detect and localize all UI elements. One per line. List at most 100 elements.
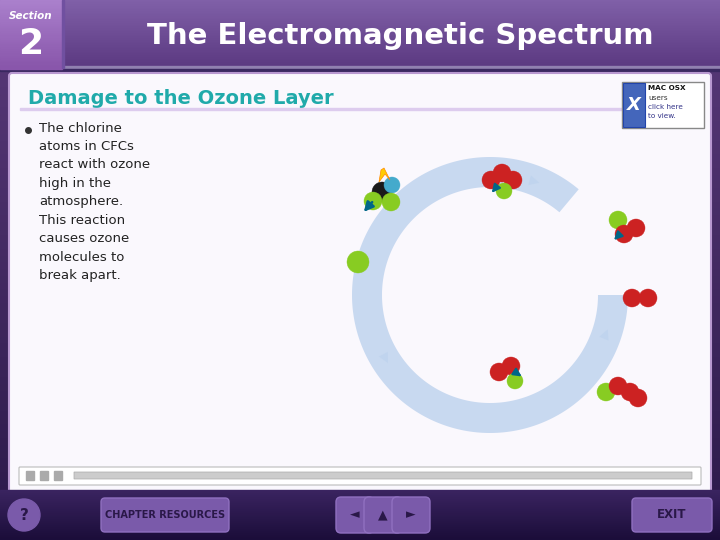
Bar: [0, 30, 62, 32]
Bar: [0, 45, 62, 48]
Bar: [0, 498, 720, 501]
Bar: [0, 61, 720, 63]
Text: ►: ►: [406, 509, 416, 522]
Bar: [0, 222, 720, 230]
Text: ?: ?: [19, 508, 28, 523]
Bar: [0, 291, 720, 298]
Bar: [0, 10, 720, 12]
Bar: [0, 108, 720, 115]
Bar: [0, 23, 62, 25]
Bar: [0, 7, 720, 9]
Bar: [0, 55, 62, 57]
Bar: [0, 526, 720, 529]
Text: molecules to: molecules to: [39, 251, 125, 264]
Circle shape: [382, 193, 400, 211]
Bar: [0, 128, 720, 136]
Bar: [0, 508, 720, 510]
Text: atmosphere.: atmosphere.: [39, 195, 123, 208]
Bar: [0, 15, 720, 17]
Bar: [0, 263, 720, 271]
Circle shape: [8, 499, 40, 531]
FancyBboxPatch shape: [19, 467, 701, 485]
Bar: [0, 66, 720, 69]
Bar: [62, 0, 64, 68]
Circle shape: [597, 383, 615, 401]
FancyBboxPatch shape: [364, 497, 402, 533]
Bar: [0, 496, 720, 498]
Bar: [0, 411, 720, 419]
Circle shape: [621, 383, 639, 401]
Bar: [0, 54, 720, 61]
Bar: [0, 68, 720, 75]
Bar: [0, 338, 720, 345]
Text: react with ozone: react with ozone: [39, 159, 150, 172]
Circle shape: [347, 251, 369, 273]
Text: This reaction: This reaction: [39, 214, 125, 227]
Bar: [0, 446, 720, 453]
Bar: [0, 432, 720, 439]
Bar: [0, 38, 62, 41]
Text: ◄: ◄: [350, 509, 360, 522]
Text: atoms in CFCs: atoms in CFCs: [39, 140, 134, 153]
Bar: [20, 108, 700, 110]
Bar: [0, 55, 720, 57]
Circle shape: [609, 377, 627, 395]
Bar: [0, 520, 720, 523]
Bar: [0, 39, 720, 41]
Bar: [0, 37, 720, 39]
Bar: [0, 50, 62, 52]
Bar: [0, 536, 720, 538]
Bar: [0, 516, 720, 518]
Text: click here: click here: [648, 104, 683, 110]
Bar: [0, 209, 720, 217]
Bar: [0, 141, 720, 149]
Bar: [0, 17, 720, 19]
Bar: [0, 59, 720, 62]
Circle shape: [493, 164, 511, 182]
Text: Section: Section: [9, 11, 53, 21]
Bar: [0, 69, 720, 71]
Bar: [0, 9, 62, 12]
Circle shape: [490, 363, 508, 381]
Bar: [0, 60, 720, 68]
Text: causes ozone: causes ozone: [39, 233, 130, 246]
Bar: [0, 237, 720, 244]
Bar: [0, 87, 720, 95]
Bar: [0, 270, 720, 277]
FancyBboxPatch shape: [632, 498, 712, 532]
Bar: [0, 351, 720, 358]
Bar: [0, 56, 720, 58]
Bar: [0, 494, 720, 496]
FancyBboxPatch shape: [101, 498, 229, 532]
Bar: [0, 528, 720, 530]
Bar: [0, 514, 720, 516]
Bar: [0, 378, 720, 385]
Bar: [0, 63, 720, 65]
Bar: [0, 46, 720, 48]
Bar: [0, 502, 720, 504]
Bar: [0, 6, 720, 14]
Bar: [0, 94, 720, 102]
FancyBboxPatch shape: [622, 82, 704, 128]
Bar: [0, 453, 720, 460]
Bar: [0, 22, 720, 24]
Bar: [40, 471, 48, 480]
Bar: [0, 256, 720, 264]
Bar: [0, 202, 720, 210]
Bar: [0, 40, 720, 48]
Bar: [0, 36, 62, 39]
Circle shape: [504, 171, 522, 189]
Bar: [0, 507, 720, 514]
Bar: [0, 36, 720, 38]
Bar: [0, 0, 62, 3]
Bar: [0, 9, 720, 11]
Bar: [0, 5, 720, 8]
Bar: [0, 230, 720, 237]
Bar: [0, 530, 720, 532]
Bar: [0, 61, 62, 64]
Bar: [0, 0, 720, 7]
Bar: [0, 12, 720, 14]
Bar: [0, 16, 62, 19]
Bar: [0, 399, 720, 406]
Bar: [0, 513, 720, 520]
